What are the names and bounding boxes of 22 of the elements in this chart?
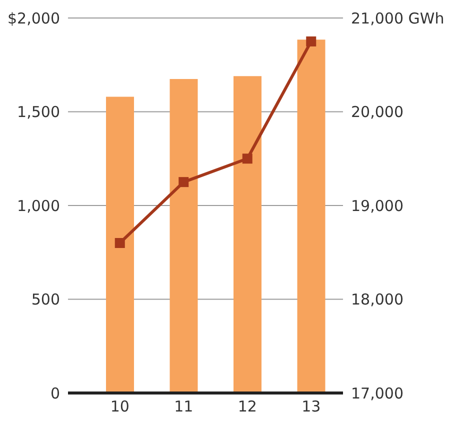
y-tick-label: 500 xyxy=(31,290,60,309)
y2-tick-label: 17,000 xyxy=(351,384,404,402)
x-tick-label: 11 xyxy=(174,398,194,416)
bar xyxy=(106,96,134,393)
y-tick-label: 0 xyxy=(50,384,60,402)
point xyxy=(114,238,125,248)
y2-tick-label: 18,000 xyxy=(351,290,404,309)
point xyxy=(306,36,316,46)
bar xyxy=(297,40,326,393)
point xyxy=(242,154,252,164)
y2-tick-label: 20,000 xyxy=(351,103,404,122)
y2-tick-label: 19,000 xyxy=(351,196,404,215)
x-tick-label: 12 xyxy=(238,398,257,416)
bar xyxy=(234,76,262,393)
y-tick-label: 1,000 xyxy=(17,196,60,215)
point xyxy=(178,177,189,188)
y-tick-label: 1,500 xyxy=(17,103,60,122)
y-tick-label: $2,000 xyxy=(8,9,60,28)
bar xyxy=(170,78,198,393)
x-tick-label: 13 xyxy=(302,398,321,416)
x-tick-label: 10 xyxy=(110,398,130,416)
y2-tick-label: 21,000 GWh xyxy=(351,9,444,28)
